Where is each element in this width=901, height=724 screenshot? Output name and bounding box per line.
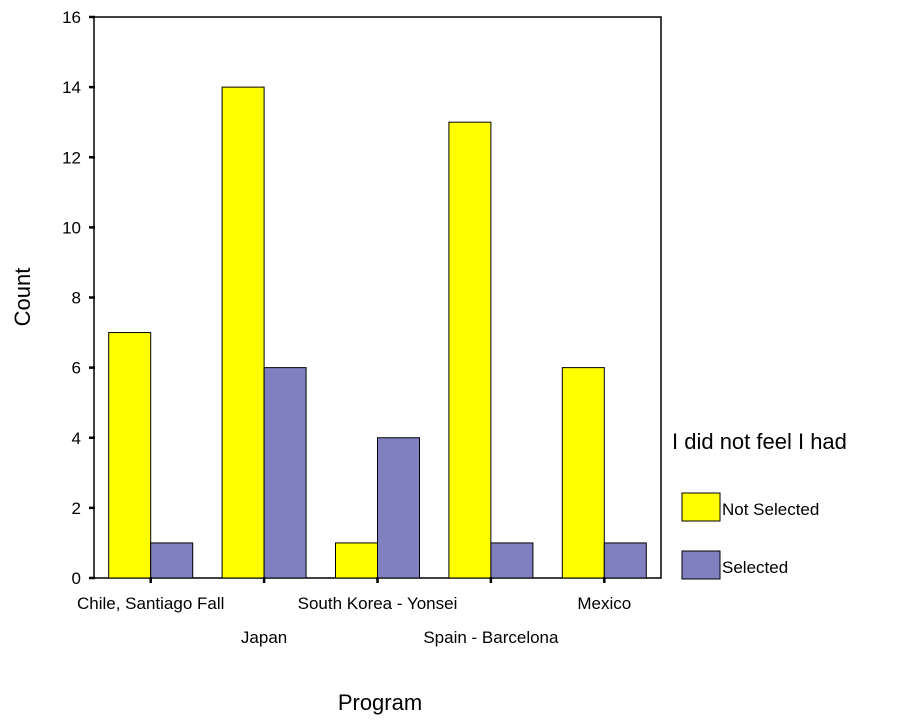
legend-swatch-not-selected <box>681 492 721 522</box>
bar-selected-0 <box>150 542 194 579</box>
bar-selected-4 <box>603 542 647 579</box>
bar-not-selected-2 <box>335 542 378 579</box>
x-tick-label: Chile, Santiago Fall <box>77 594 224 613</box>
bar-not-selected-4 <box>561 367 605 579</box>
y-tick-label: 4 <box>72 429 81 448</box>
y-tick-label: 8 <box>72 289 81 308</box>
x-tick-label: South Korea - Yonsei <box>298 594 458 613</box>
y-tick-label: 6 <box>72 359 81 378</box>
bars-group <box>108 86 647 579</box>
legend-label-not-selected: Not Selected <box>722 500 819 519</box>
x-tick-label: Spain - Barcelona <box>423 628 559 647</box>
x-axis-ticks <box>149 577 606 583</box>
y-axis-title: Count <box>10 268 35 327</box>
x-tick-label: Mexico <box>577 594 631 613</box>
bar-selected-3 <box>490 542 534 579</box>
legend-swatch-selected <box>681 550 721 580</box>
y-tick-label: 10 <box>62 218 81 237</box>
y-axis: 0 2 4 6 8 10 12 14 16 <box>62 8 95 588</box>
bar-not-selected-1 <box>221 86 265 579</box>
legend-title: I did not feel I had <box>672 429 847 454</box>
y-tick-label: 12 <box>62 148 81 167</box>
bar-not-selected-0 <box>108 332 152 579</box>
legend: I did not feel I had Not Selected Selecte… <box>672 429 847 580</box>
y-tick-label: 2 <box>72 499 81 518</box>
x-axis-title: Program <box>338 690 422 715</box>
bar-selected-1 <box>263 367 307 579</box>
bar-selected-2 <box>377 437 420 579</box>
x-tick-label: Japan <box>241 628 287 647</box>
x-axis-tick-labels: Chile, Santiago Fall Japan South Korea - Y… <box>77 594 631 647</box>
y-tick-label: 14 <box>62 78 81 97</box>
y-tick-label: 16 <box>62 8 81 27</box>
y-tick-label: 0 <box>72 569 81 588</box>
bar-not-selected-3 <box>448 121 492 579</box>
legend-label-selected: Selected <box>722 558 788 577</box>
